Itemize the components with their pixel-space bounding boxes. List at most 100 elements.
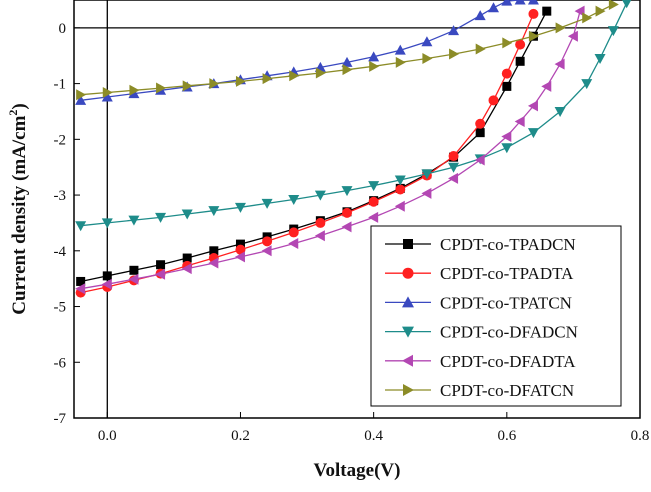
legend-entry: CPDT-co-TPADTA bbox=[385, 264, 574, 283]
data-point bbox=[474, 10, 486, 21]
data-point bbox=[235, 239, 245, 249]
data-point bbox=[76, 276, 86, 286]
data-point bbox=[182, 80, 193, 92]
data-point bbox=[528, 30, 539, 42]
data-point bbox=[235, 75, 246, 87]
data-point bbox=[369, 60, 380, 72]
data-point bbox=[394, 44, 406, 55]
axis-ticks: 0.0 0.2 0.4 0.6 0.8 0 -1 -2 -3 -4 -5 -6 -7 bbox=[54, 21, 650, 444]
data-point bbox=[129, 84, 140, 96]
data-point bbox=[527, 100, 538, 112]
data-point bbox=[315, 217, 326, 228]
data-point bbox=[341, 186, 353, 197]
data-point bbox=[527, 0, 539, 5]
data-point bbox=[341, 56, 353, 67]
legend-label: CPDT-co-DFADTA bbox=[440, 352, 576, 371]
legend-label: CPDT-co-DFATCN bbox=[440, 381, 574, 400]
legend-label: CPDT-co-TPATCN bbox=[440, 293, 572, 312]
data-point bbox=[567, 30, 578, 42]
data-point bbox=[368, 211, 379, 223]
data-point bbox=[181, 263, 192, 275]
data-point bbox=[315, 67, 326, 79]
legend-label: CPDT-co-TPADTA bbox=[440, 264, 574, 283]
data-point bbox=[501, 0, 513, 6]
series-layer bbox=[75, 0, 632, 298]
data-point bbox=[394, 175, 406, 186]
y-tick-label: -1 bbox=[54, 77, 67, 93]
data-point bbox=[368, 181, 380, 192]
y-tick-label: -6 bbox=[54, 355, 67, 371]
data-point bbox=[102, 271, 112, 281]
data-point bbox=[128, 273, 139, 285]
data-point bbox=[554, 106, 566, 117]
data-point bbox=[102, 87, 113, 99]
data-point bbox=[314, 190, 326, 201]
data-point bbox=[595, 5, 606, 17]
data-point bbox=[514, 0, 526, 5]
series-CPDT-co-DFADCN bbox=[75, 0, 632, 232]
data-point bbox=[342, 207, 353, 218]
data-point bbox=[501, 68, 512, 79]
data-point bbox=[368, 196, 379, 207]
series-CPDT-co-DFATCN bbox=[76, 0, 619, 101]
data-point bbox=[422, 53, 433, 65]
y-tick-label: 0 bbox=[59, 21, 67, 37]
y-tick-label: -5 bbox=[54, 300, 67, 316]
data-point bbox=[395, 184, 406, 195]
data-point bbox=[209, 246, 219, 256]
legend-label: CPDT-co-DFADCN bbox=[440, 323, 578, 342]
y-tick-label: -2 bbox=[54, 132, 67, 148]
data-point bbox=[234, 251, 245, 263]
data-point bbox=[209, 78, 220, 90]
data-point bbox=[288, 195, 300, 206]
data-point bbox=[448, 162, 460, 173]
data-point bbox=[515, 39, 526, 50]
data-point bbox=[514, 115, 525, 127]
x-tick-label: 0.4 bbox=[364, 428, 383, 444]
data-point bbox=[475, 43, 486, 55]
data-point bbox=[501, 143, 513, 154]
data-point bbox=[156, 260, 166, 270]
data-point bbox=[76, 89, 87, 101]
data-point bbox=[128, 215, 140, 226]
data-point bbox=[208, 206, 220, 217]
data-point bbox=[488, 2, 500, 13]
series-CPDT-co-DFADTA bbox=[75, 5, 585, 295]
data-point bbox=[314, 230, 325, 242]
data-point bbox=[182, 253, 192, 263]
data-point bbox=[421, 187, 432, 199]
x-tick-label: 0.0 bbox=[98, 428, 117, 444]
legend-marker bbox=[402, 354, 413, 367]
data-point bbox=[594, 54, 606, 65]
data-point bbox=[527, 128, 539, 139]
data-point bbox=[554, 58, 565, 70]
legend-marker bbox=[402, 326, 414, 338]
data-point bbox=[555, 22, 566, 34]
data-point bbox=[448, 25, 460, 36]
legend-entry: CPDT-co-TPADCN bbox=[385, 235, 576, 254]
legend-box bbox=[370, 225, 622, 407]
y-tick-label: -7 bbox=[54, 411, 67, 427]
data-point bbox=[181, 209, 193, 220]
data-point bbox=[288, 227, 299, 238]
data-point bbox=[502, 37, 513, 49]
data-point bbox=[421, 36, 433, 47]
data-point bbox=[475, 128, 485, 138]
y-axis-title-close: ) bbox=[9, 103, 30, 109]
data-point bbox=[541, 80, 552, 92]
data-point bbox=[101, 91, 113, 102]
data-point bbox=[501, 131, 512, 143]
data-point bbox=[581, 79, 593, 90]
data-point bbox=[289, 70, 300, 82]
data-point bbox=[421, 169, 433, 180]
data-point bbox=[515, 56, 525, 66]
data-point bbox=[395, 56, 406, 68]
legend-entry: CPDT-co-TPATCN bbox=[385, 293, 572, 312]
x-tick-label: 0.8 bbox=[631, 428, 650, 444]
x-tick-label: 0.2 bbox=[231, 428, 250, 444]
y-axis-title-main: Current density (mA/cm bbox=[9, 115, 30, 314]
data-point bbox=[208, 257, 219, 269]
data-point bbox=[622, 0, 632, 9]
data-point bbox=[528, 8, 539, 19]
